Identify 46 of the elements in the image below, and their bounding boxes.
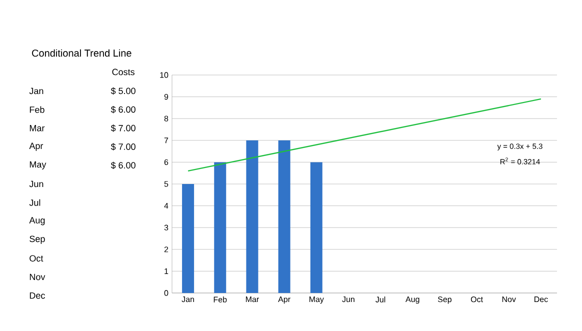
y-tick-label: 0: [164, 290, 168, 296]
x-tick-label: Jun: [342, 296, 354, 302]
x-tick-label: Aug: [406, 296, 420, 304]
text: Jun: [29, 180, 44, 188]
y-tick-label: 2: [164, 246, 168, 252]
y-tick-label: 1: [164, 268, 168, 274]
x-tick-label: May: [309, 296, 324, 304]
y-tick-label: 4: [164, 203, 168, 209]
text: Feb: [30, 106, 44, 113]
x-tick-label: Apr: [278, 296, 290, 304]
text: $ 7.00: [110, 143, 136, 150]
text: Jul: [29, 199, 40, 206]
y-tick-label: 10: [160, 72, 168, 78]
y-tick-label: 8: [164, 116, 168, 122]
bar: [182, 184, 194, 293]
x-tick-label: Sep: [438, 296, 452, 304]
x-tick-label: Feb: [214, 296, 227, 302]
text: Nov: [30, 274, 46, 280]
bar: [310, 162, 322, 293]
x-tick-label: Mar: [246, 296, 259, 302]
text: Costs: [112, 68, 134, 76]
text: $ 5.00: [110, 87, 136, 95]
x-tick-label: Jul: [376, 296, 386, 302]
bar: [278, 140, 290, 293]
x-tick-label: Dec: [534, 296, 548, 302]
text: Mar: [30, 125, 45, 132]
x-tick-label: Jan: [182, 296, 194, 302]
y-tick-label: 9: [164, 94, 168, 100]
text: Aug: [29, 217, 45, 226]
text: $ 7.00: [110, 124, 136, 132]
y-tick-label: 7: [164, 138, 168, 144]
y-tick-label: 3: [164, 224, 168, 230]
text: $ 6.00: [110, 106, 136, 114]
bar: [246, 140, 258, 293]
text: Conditional Trend Line: [32, 49, 132, 57]
text: May: [30, 161, 46, 170]
text: Oct: [30, 255, 44, 262]
text: $ 6.00: [110, 162, 136, 170]
text: Jan: [29, 88, 44, 94]
text: Apr: [29, 142, 44, 151]
bar: [214, 162, 226, 293]
y-tick-label: 6: [164, 159, 168, 166]
text: Sep: [30, 236, 45, 244]
x-tick-label: Oct: [470, 296, 483, 302]
x-tick-label: Nov: [502, 296, 516, 302]
y-tick-label: 5: [164, 181, 168, 187]
